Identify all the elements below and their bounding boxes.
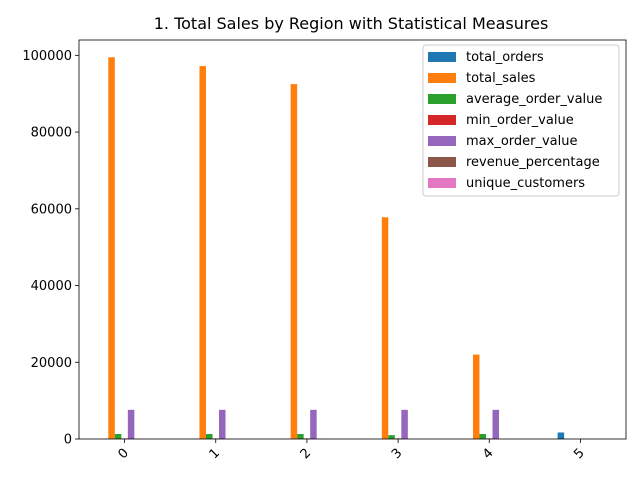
bar-max_order_value-0: [127, 409, 135, 439]
bar-total_sales-1: [199, 66, 206, 439]
bar-average_order_value-1: [205, 434, 213, 439]
legend-label-max_order_value: max_order_value: [466, 134, 578, 149]
bar-max_order_value-3: [401, 409, 408, 439]
legend-label-unique_customers: unique_customers: [466, 176, 585, 191]
y-tick-label: 80000: [31, 126, 72, 141]
legend-label-total_orders: total_orders: [466, 50, 544, 65]
legend-swatch-revenue_percentage: [428, 157, 456, 167]
y-tick-label: 20000: [31, 356, 72, 371]
bar-max_order_value-2: [310, 409, 317, 439]
y-tick-label: 40000: [31, 279, 72, 294]
bar-total_sales-4: [472, 354, 480, 439]
bar-average_order_value-0: [114, 434, 122, 439]
bar-max_order_value-1: [219, 409, 226, 439]
bar-total_sales-3: [381, 217, 389, 439]
bar-total_sales-2: [290, 84, 298, 440]
plot-area-frame: [78, 39, 627, 440]
bar-total_sales-0: [108, 57, 115, 439]
x-tick-label: 4: [480, 446, 496, 462]
bar-average_order_value-2: [297, 434, 304, 439]
legend-swatch-total_sales: [428, 73, 456, 83]
bars-layer: [101, 57, 565, 440]
bar-max_order_value-4: [492, 409, 500, 439]
legend-swatch-min_order_value: [428, 115, 456, 125]
y-tick-label: 60000: [31, 202, 72, 217]
legend: total_orders total_sales average_order_val…: [422, 44, 620, 197]
x-tick-label: 0: [115, 446, 131, 462]
x-tick-label: 1: [207, 446, 223, 462]
y-tick-label: 100000: [22, 49, 72, 64]
bar-total_orders-5: [557, 432, 565, 439]
legend-label-total_sales: total_sales: [466, 71, 536, 86]
legend-swatch-max_order_value: [428, 136, 456, 146]
legend-label-average_order_value: average_order_value: [466, 92, 602, 107]
bar-average_order_value-3: [388, 435, 395, 439]
legend-label-revenue_percentage: revenue_percentage: [466, 155, 600, 170]
legend-swatch-unique_customers: [428, 178, 456, 188]
x-tick-label: 3: [389, 446, 405, 462]
bar-average_order_value-4: [479, 434, 486, 439]
y-tick-label: 0: [64, 433, 72, 448]
legend-swatch-total_orders: [428, 52, 456, 62]
legend-label-min_order_value: min_order_value: [466, 113, 574, 128]
x-tick-label: 2: [298, 446, 314, 462]
legend-frame: [422, 44, 620, 197]
x-tick-label: 5: [571, 446, 587, 462]
chart-title: 1. Total Sales by Region with Statistica…: [154, 14, 549, 33]
legend-swatch-average_order_value: [428, 94, 456, 104]
